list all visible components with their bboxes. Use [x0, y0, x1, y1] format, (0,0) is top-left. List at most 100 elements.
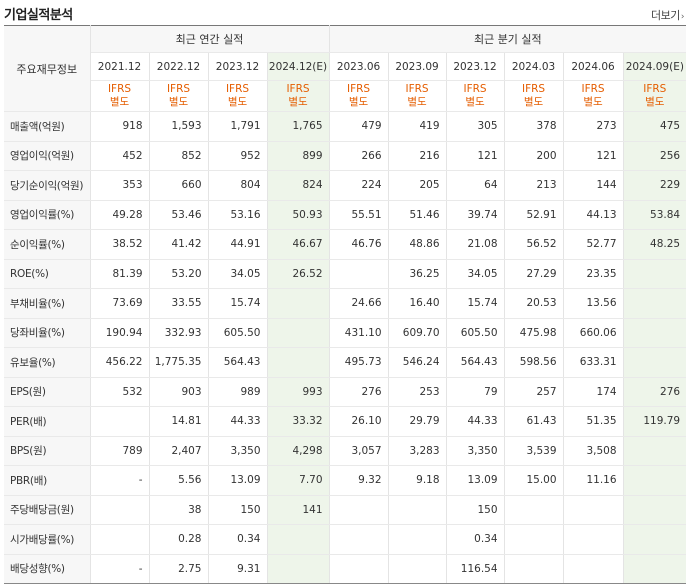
separate-basis-label: 별도 [407, 96, 427, 108]
row-label: 배당성향(%) [4, 554, 91, 584]
separate-basis-label: 별도 [465, 96, 485, 108]
accounting-standard-label: IFRS 별도 [267, 80, 330, 112]
row-label: 시가배당률(%) [4, 524, 91, 555]
value-cell: 899 [267, 141, 330, 171]
table-row: 당기순이익(억원) 353 660 804 824 224 205 64 213 144 229 [4, 170, 687, 201]
row-label: PER(배) [4, 406, 91, 437]
value-cell: 33.55 [149, 288, 209, 319]
value-cell: 16.40 [388, 288, 447, 319]
ifrs-label: IFRS [286, 83, 310, 95]
value-cell: 475 [623, 111, 687, 142]
value-cell: 9.32 [328, 465, 389, 496]
value-cell: 605.50 [208, 318, 268, 348]
value-cell: 4,298 [267, 436, 330, 466]
ifrs-label: IFRS [521, 83, 546, 95]
value-cell [563, 554, 624, 584]
row-label: 영업이익률(%) [4, 199, 91, 230]
value-cell: 52.77 [563, 229, 624, 260]
separate-basis-label: 별도 [523, 96, 544, 108]
row-label: 유보율(%) [4, 347, 91, 378]
value-cell: 216 [388, 141, 447, 171]
period-header: 2024.03 [504, 52, 564, 81]
value-cell: 52.91 [504, 199, 564, 230]
value-cell: 46.67 [267, 229, 330, 260]
table-row: 당좌비율(%) 190.94 332.93 605.50 431.10 609.70 605… [4, 318, 687, 348]
value-cell: 1,765 [267, 111, 330, 142]
value-cell: 564.43 [446, 347, 505, 378]
row-label: 당기순이익(억원) [4, 170, 91, 201]
row-label: 영업이익(억원) [4, 141, 91, 171]
corner-label: 주요재무정보 [4, 25, 91, 112]
row-label: 부채비율(%) [4, 288, 91, 319]
value-cell: 609.70 [388, 318, 447, 348]
value-cell: 532 [90, 376, 150, 407]
section-header: 기업실적분석 더보기› [0, 0, 688, 26]
value-cell: 44.91 [208, 229, 268, 260]
value-cell: 11.16 [563, 465, 624, 496]
financial-summary-table: 주요재무정보 최근 연간 실적 최근 분기 실적 2021.12 2022.12 2… [4, 25, 687, 584]
value-cell: 479 [328, 111, 389, 142]
value-cell: 253 [388, 376, 447, 407]
accounting-standard-label: IFRS 별도 [388, 80, 447, 112]
value-cell: 456.22 [90, 347, 150, 378]
value-cell: 495.73 [328, 347, 389, 378]
value-cell [267, 554, 330, 584]
value-cell: 53.16 [208, 199, 268, 230]
ifrs-label: IFRS [405, 83, 429, 95]
ifrs-label: IFRS [463, 83, 487, 95]
value-cell: 53.20 [149, 259, 209, 289]
value-cell: 546.24 [388, 347, 447, 378]
accounting-standard-label: IFRS 별도 [90, 80, 150, 112]
value-cell: 1,791 [208, 111, 268, 142]
accounting-standard-label: IFRS 별도 [563, 80, 624, 112]
period-header: 2024.09(E) [623, 52, 687, 81]
value-cell: 224 [328, 170, 389, 201]
value-cell: 205 [388, 170, 447, 201]
value-cell: 190.94 [90, 318, 150, 348]
value-cell: 53.46 [149, 199, 209, 230]
row-label: 순이익률(%) [4, 229, 91, 260]
row-label: 주당배당금(원) [4, 494, 91, 525]
value-cell: 9.31 [208, 554, 268, 584]
ifrs-label: IFRS [581, 83, 605, 95]
value-cell: 44.13 [563, 199, 624, 230]
separate-basis-label: 별도 [583, 96, 603, 108]
value-cell: 353 [90, 170, 150, 201]
value-cell [328, 554, 389, 584]
value-cell: 0.28 [149, 524, 209, 555]
value-cell: 64 [446, 170, 505, 201]
value-cell [623, 494, 687, 525]
value-cell: 79 [446, 376, 505, 407]
table-row: 매출액(억원) 918 1,593 1,791 1,765 479 419 305 378 273… [4, 111, 687, 142]
value-cell [623, 465, 687, 496]
value-cell: 903 [149, 376, 209, 407]
value-cell: 73.69 [90, 288, 150, 319]
value-cell: 48.25 [623, 229, 687, 260]
value-cell: 119.79 [623, 406, 687, 437]
value-cell [267, 318, 330, 348]
separate-basis-label: 별도 [645, 96, 665, 108]
value-cell: 20.53 [504, 288, 564, 319]
value-cell: 81.39 [90, 259, 150, 289]
table-row: BPS(원) 789 2,407 3,350 4,298 3,057 3,283 3,350 3… [4, 436, 687, 466]
value-cell: 44.33 [446, 406, 505, 437]
value-cell [388, 494, 447, 525]
value-cell: 378 [504, 111, 564, 142]
table-row: PER(배) 14.81 44.33 33.32 26.10 29.79 44.33 61.4… [4, 406, 687, 437]
value-cell: 53.84 [623, 199, 687, 230]
value-cell [623, 554, 687, 584]
value-cell [267, 288, 330, 319]
row-label: BPS(원) [4, 436, 91, 466]
value-cell: 993 [267, 376, 330, 407]
value-cell: 1,593 [149, 111, 209, 142]
value-cell: 144 [563, 170, 624, 201]
more-link-label: 더보기 [651, 9, 680, 22]
value-cell: 13.09 [446, 465, 505, 496]
row-label: EPS(원) [4, 376, 91, 407]
value-cell: 660.06 [563, 318, 624, 348]
value-cell: 989 [208, 376, 268, 407]
value-cell: 276 [328, 376, 389, 407]
row-label: 매출액(억원) [4, 111, 91, 142]
more-link[interactable]: 더보기› [651, 7, 685, 23]
value-cell: 419 [388, 111, 447, 142]
